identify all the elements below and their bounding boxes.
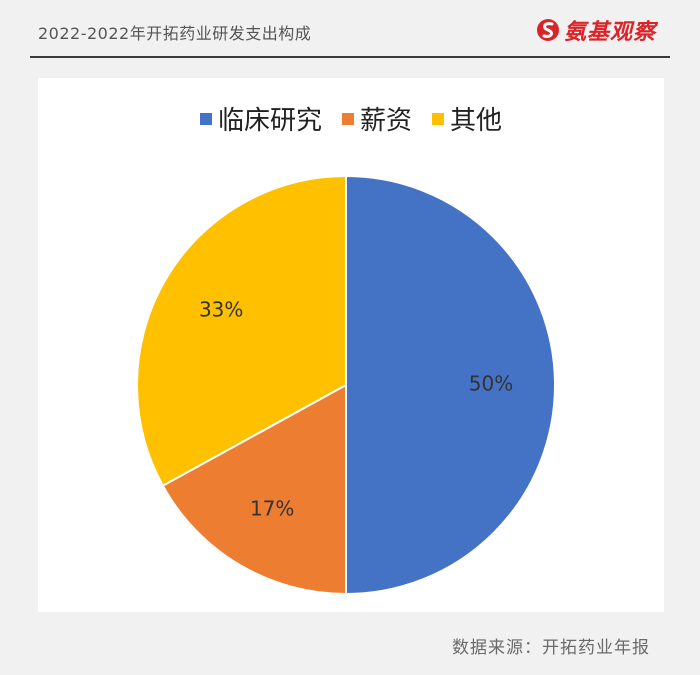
legend-label-salary: 薪资 bbox=[359, 106, 412, 136]
pie-slice-salary bbox=[161, 383, 347, 596]
legend-label-other: 其他 bbox=[450, 106, 503, 136]
legend-swatch-clinical bbox=[199, 112, 212, 125]
legend-swatch-salary bbox=[341, 112, 354, 125]
legend-swatch-other bbox=[432, 112, 444, 125]
brand-name: 氨基观察 bbox=[563, 20, 656, 45]
pie-slice-clinical bbox=[345, 174, 556, 596]
brand-icon bbox=[536, 19, 559, 41]
chart-card: 临床研究 薪资 其他 50% 17% 33% bbox=[38, 78, 664, 612]
header: 2022-2022年开拓药业研发支出构成 氨基观察 bbox=[0, 0, 700, 62]
data-label-other: 33% bbox=[199, 298, 243, 322]
data-label-clinical: 50% bbox=[469, 372, 513, 396]
legend: 临床研究 薪资 其他 bbox=[38, 100, 664, 137]
brand-logo: 氨基观察 bbox=[536, 14, 656, 46]
legend-item-clinical: 临床研究 bbox=[199, 100, 322, 137]
legend-item-other: 其他 bbox=[432, 100, 502, 137]
page-title: 2022-2022年开拓药业研发支出构成 bbox=[38, 24, 312, 43]
pie-chart: 50% 17% 33% bbox=[136, 174, 556, 596]
pie-slice-other bbox=[136, 174, 347, 488]
legend-item-salary: 薪资 bbox=[341, 100, 412, 137]
legend-label-clinical: 临床研究 bbox=[217, 106, 322, 136]
data-label-salary: 17% bbox=[250, 496, 294, 520]
header-divider bbox=[30, 56, 670, 58]
data-source: 数据来源：开拓药业年报 bbox=[452, 638, 650, 658]
